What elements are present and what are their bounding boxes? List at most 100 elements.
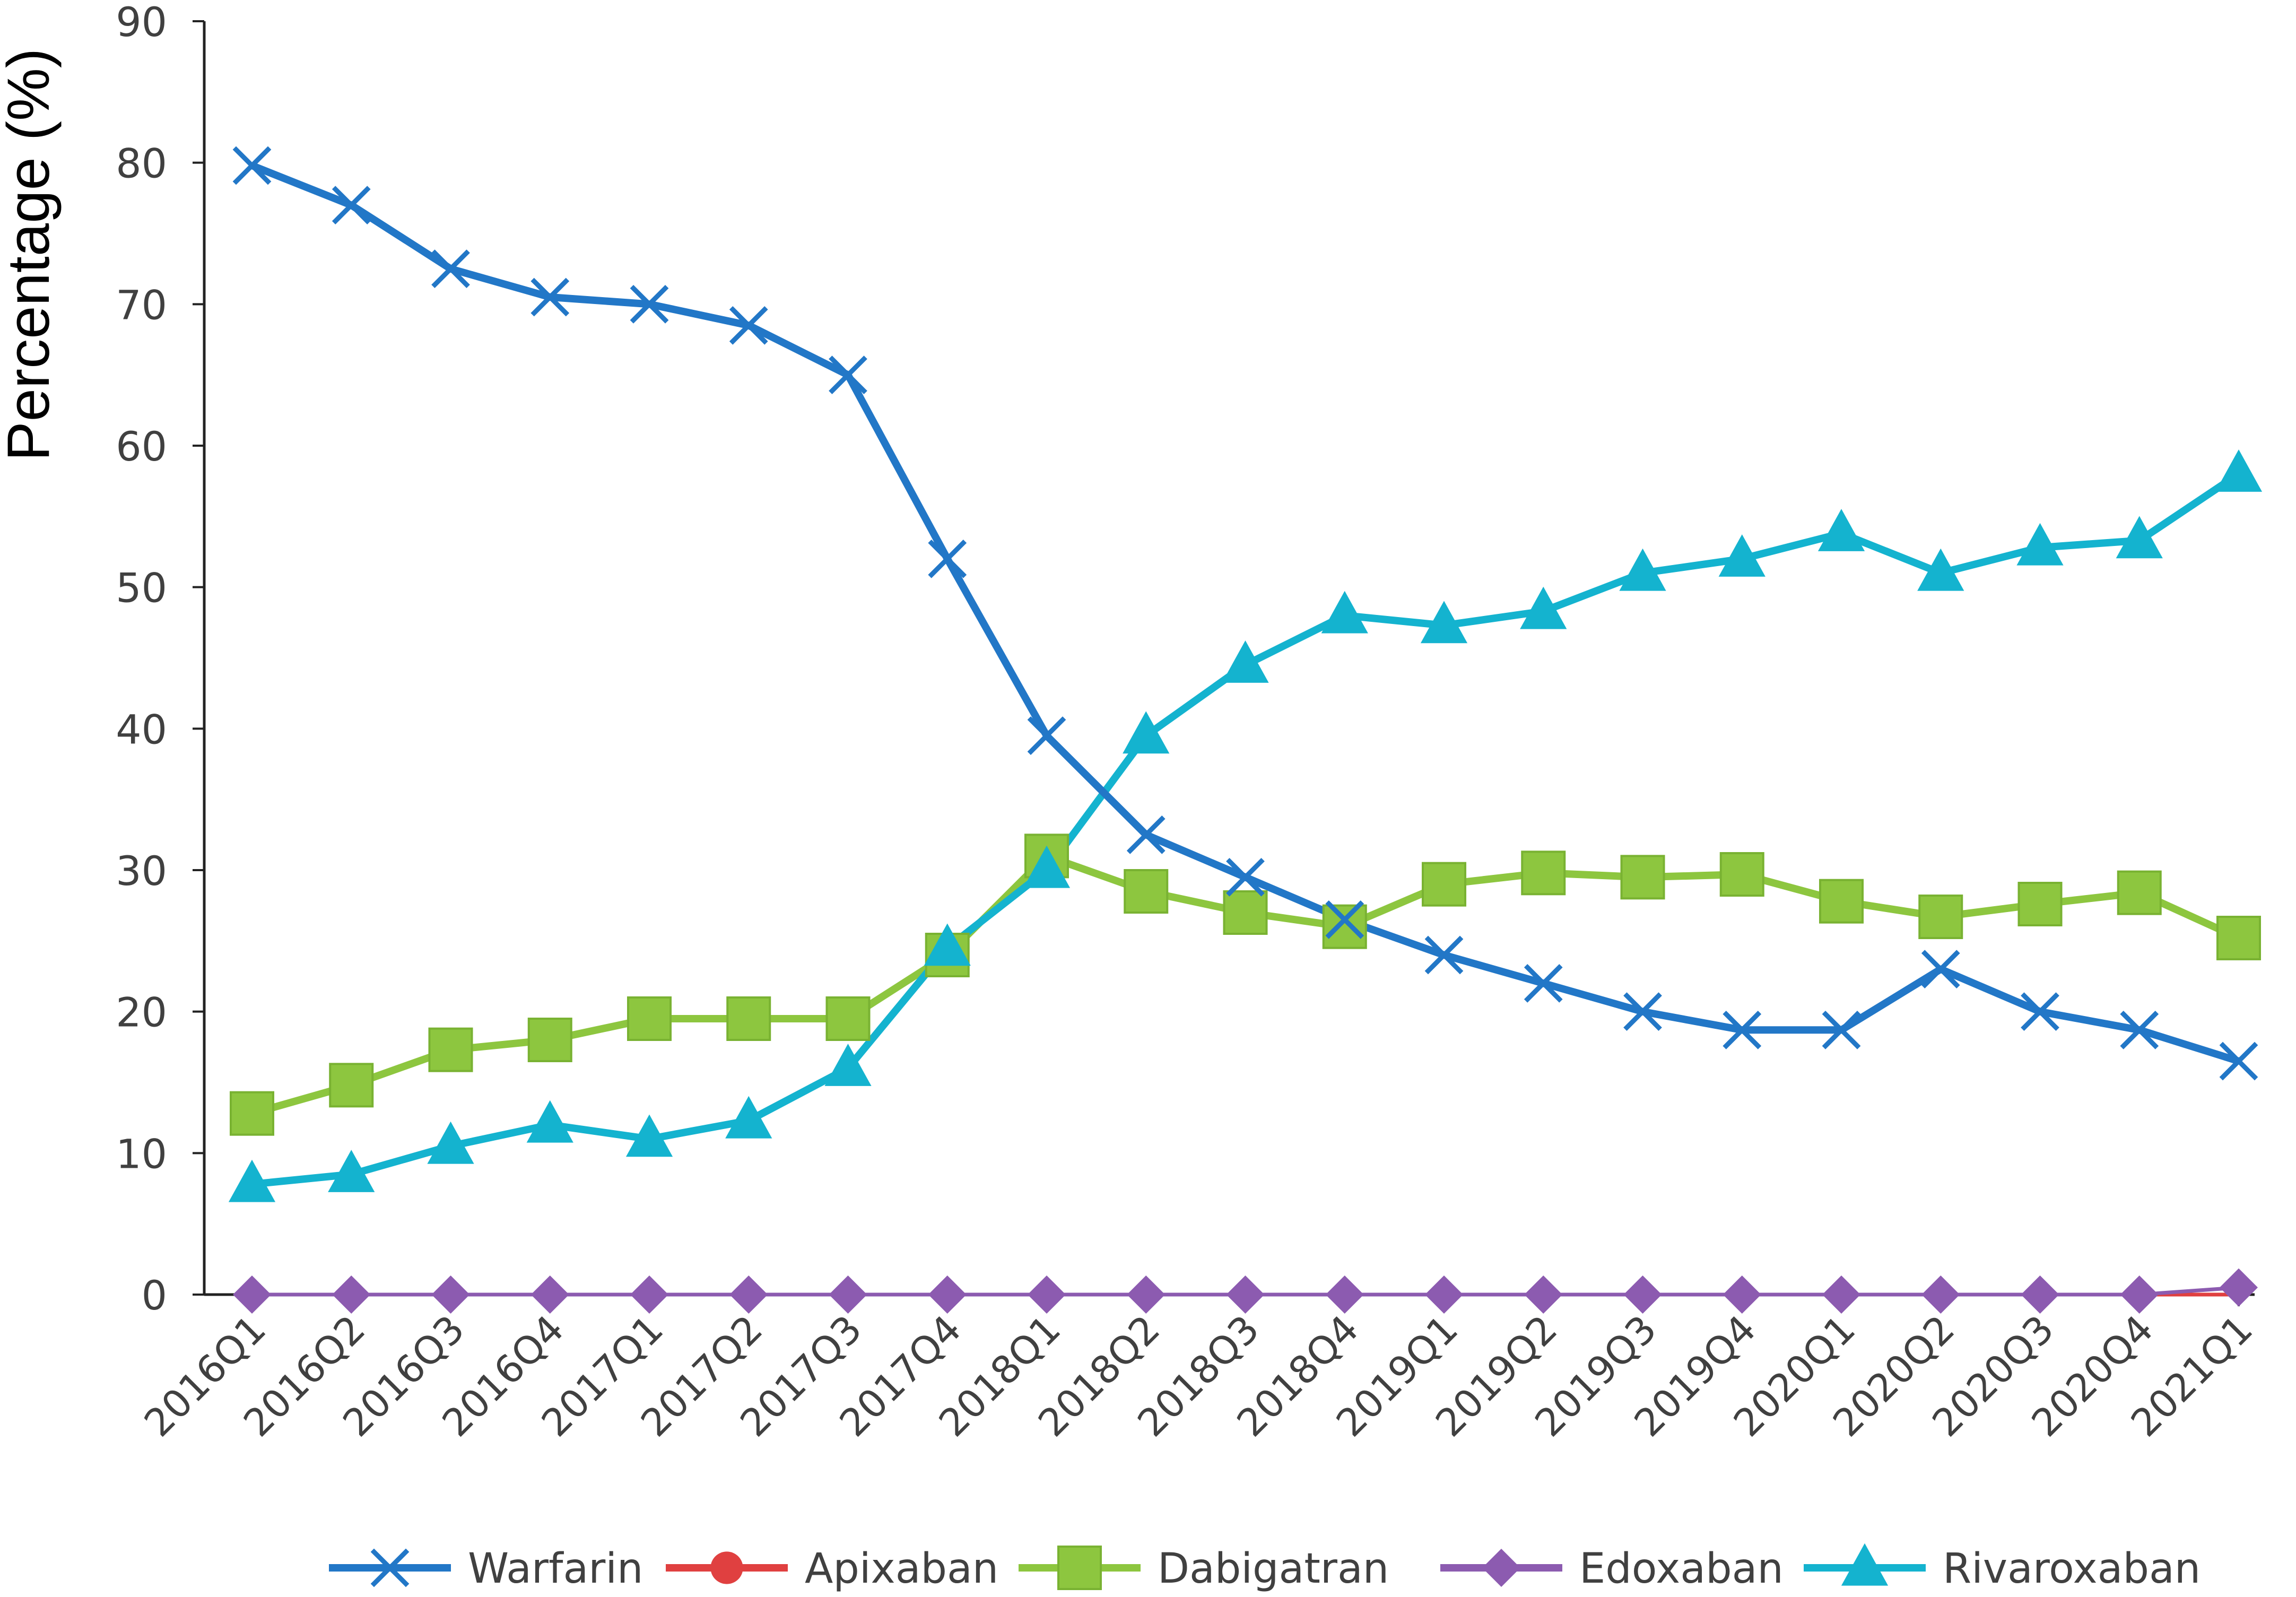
y-tick-label: 0 xyxy=(142,1272,167,1319)
series-markers-dabigatran xyxy=(230,834,2261,1136)
data-point-warfarin xyxy=(1126,815,1166,854)
legend-item-edoxaban: Edoxaban xyxy=(1440,1545,1784,1593)
data-point-dabigatran xyxy=(1719,852,1764,897)
data-point-warfarin xyxy=(1822,1010,1861,1049)
data-point-rivaroxaban xyxy=(228,1159,276,1202)
data-point-warfarin xyxy=(2021,992,2059,1031)
data-point-warfarin xyxy=(530,277,570,317)
chart-axes xyxy=(203,21,2255,1296)
series-markers xyxy=(228,146,2263,1314)
data-point-dabigatran xyxy=(1918,895,1963,939)
y-axis-ticks: 0 10 20 30 40 50 60 70 80 90 xyxy=(116,0,204,1319)
data-point-dabigatran xyxy=(1124,869,1169,914)
data-point-dabigatran xyxy=(428,1027,473,1072)
legend-marker-apixaban xyxy=(710,1551,743,1584)
data-point-warfarin xyxy=(431,249,470,289)
data-point-edoxaban xyxy=(928,1275,967,1314)
data-point-warfarin xyxy=(1424,935,1464,975)
data-point-dabigatran xyxy=(230,1091,274,1136)
legend-marker-edoxaban xyxy=(1482,1549,1520,1587)
data-point-rivaroxaban xyxy=(1619,548,1666,591)
x-axis-ticks: 2016Q12016Q22016Q32016Q42017Q12017Q22017… xyxy=(136,1295,2261,1445)
data-point-warfarin xyxy=(630,284,669,324)
y-tick-label: 50 xyxy=(116,565,167,612)
y-tick-label: 70 xyxy=(116,281,167,328)
data-point-warfarin xyxy=(928,539,967,578)
data-point-edoxaban xyxy=(829,1275,867,1314)
data-point-edoxaban xyxy=(1822,1275,1860,1314)
data-point-dabigatran xyxy=(1819,879,1864,924)
y-tick-label: 80 xyxy=(116,140,167,187)
data-point-dabigatran xyxy=(329,1063,374,1108)
y-tick-label: 10 xyxy=(116,1130,167,1177)
data-point-edoxaban xyxy=(2220,1268,2258,1307)
y-tick-label: 40 xyxy=(116,706,167,753)
data-point-rivaroxaban xyxy=(1917,548,1964,591)
data-point-edoxaban xyxy=(1226,1275,1265,1314)
y-tick-label: 20 xyxy=(116,989,167,1036)
data-point-rivaroxaban xyxy=(1321,591,1368,633)
data-point-warfarin xyxy=(1524,964,1563,1003)
y-tick-label: 60 xyxy=(116,423,167,470)
y-tick-label: 30 xyxy=(116,847,167,895)
data-point-dabigatran xyxy=(825,996,871,1041)
data-point-rivaroxaban xyxy=(1718,534,1766,577)
legend-marker-warfarin xyxy=(370,1548,410,1587)
legend-label-apixaban: Apixaban xyxy=(805,1545,998,1593)
data-point-warfarin xyxy=(1325,900,1364,939)
data-point-edoxaban xyxy=(2021,1275,2059,1314)
data-point-warfarin xyxy=(1226,857,1265,897)
data-point-rivaroxaban xyxy=(526,1100,573,1143)
data-point-rivaroxaban xyxy=(924,923,971,966)
data-point-edoxaban xyxy=(431,1275,470,1314)
data-point-edoxaban xyxy=(1425,1275,1463,1314)
data-point-edoxaban xyxy=(2120,1275,2159,1314)
data-point-rivaroxaban xyxy=(824,1044,872,1086)
data-point-dabigatran xyxy=(1422,862,1466,907)
legend-item-dabigatran: Dabigatran xyxy=(1019,1545,1389,1593)
legend-label-edoxaban: Edoxaban xyxy=(1579,1545,1784,1593)
data-point-edoxaban xyxy=(1325,1275,1364,1314)
data-point-rivaroxaban xyxy=(1023,845,1071,888)
legend-label-rivaroxaban: Rivaroxaban xyxy=(1943,1545,2201,1593)
y-tick-label: 90 xyxy=(116,0,167,46)
legend-label-warfarin: Warfarin xyxy=(468,1545,643,1593)
data-point-edoxaban xyxy=(1623,1275,1662,1314)
data-point-edoxaban xyxy=(1028,1275,1066,1314)
data-point-dabigatran xyxy=(726,996,771,1041)
data-point-edoxaban xyxy=(1127,1275,1166,1314)
data-point-warfarin xyxy=(1623,992,1662,1031)
data-point-rivaroxaban xyxy=(1222,640,1269,683)
legend-label-dabigatran: Dabigatran xyxy=(1158,1545,1389,1593)
data-point-dabigatran xyxy=(1620,855,1665,900)
data-point-rivaroxaban xyxy=(1123,711,1170,754)
data-point-rivaroxaban xyxy=(2116,516,2163,559)
data-point-rivaroxaban xyxy=(2215,449,2263,492)
data-point-warfarin xyxy=(1723,1010,1762,1049)
legend: Warfarin Apixaban Dabigatran Edoxaban Rivaro… xyxy=(329,1543,2201,1593)
data-point-warfarin xyxy=(332,186,371,225)
data-point-edoxaban xyxy=(1723,1275,1761,1314)
y-axis-title: Percentage (%) xyxy=(0,48,62,461)
legend-item-apixaban: Apixaban xyxy=(666,1545,998,1593)
data-point-edoxaban xyxy=(332,1275,371,1314)
data-point-dabigatran xyxy=(527,1018,572,1062)
data-point-warfarin xyxy=(2219,1041,2258,1081)
data-point-rivaroxaban xyxy=(1817,509,1865,551)
data-point-warfarin xyxy=(1027,716,1066,756)
data-point-rivaroxaban xyxy=(725,1096,772,1139)
data-point-edoxaban xyxy=(1921,1275,1960,1314)
data-point-edoxaban xyxy=(233,1275,271,1314)
data-point-warfarin xyxy=(232,146,272,185)
legend-item-rivaroxaban: Rivaroxaban xyxy=(1804,1543,2201,1593)
data-point-dabigatran xyxy=(2117,870,2162,915)
data-point-rivaroxaban xyxy=(625,1114,673,1157)
data-point-edoxaban xyxy=(1524,1275,1563,1314)
legend-marker-dabigatran xyxy=(1057,1546,1102,1590)
data-point-dabigatran xyxy=(1521,850,1566,896)
data-point-edoxaban xyxy=(630,1275,668,1314)
data-point-warfarin xyxy=(729,306,768,345)
data-point-edoxaban xyxy=(530,1275,569,1314)
data-point-warfarin xyxy=(2120,1010,2159,1049)
